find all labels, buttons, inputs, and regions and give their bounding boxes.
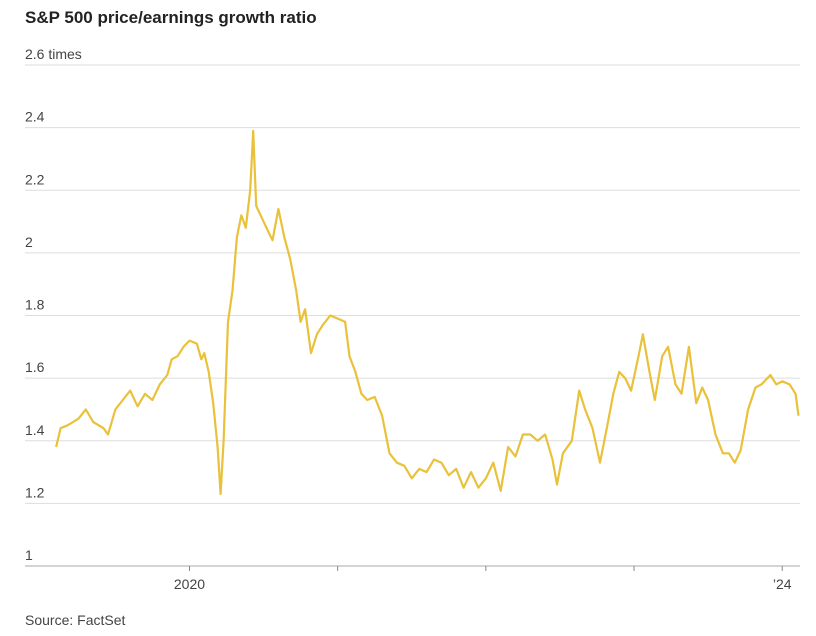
- y-tick-label: 2.6 times: [25, 46, 82, 62]
- y-tick-label: 1.6: [25, 359, 45, 375]
- data-line: [55, 129, 800, 496]
- y-tick-label: 2: [25, 234, 33, 250]
- y-tick-label: 1: [25, 547, 33, 563]
- x-tick-label: 2020: [174, 576, 205, 592]
- y-tick-label: 1.8: [25, 297, 45, 313]
- y-tick-label: 1.2: [25, 484, 45, 500]
- y-tick-label: 2.4: [25, 109, 45, 125]
- x-tick-label: ’24: [773, 576, 792, 592]
- chart-title: S&P 500 price/earnings growth ratio: [25, 8, 317, 27]
- y-tick-label: 2.2: [25, 171, 45, 187]
- y-tick-label: 1.4: [25, 422, 45, 438]
- source-note: Source: FactSet: [25, 612, 125, 628]
